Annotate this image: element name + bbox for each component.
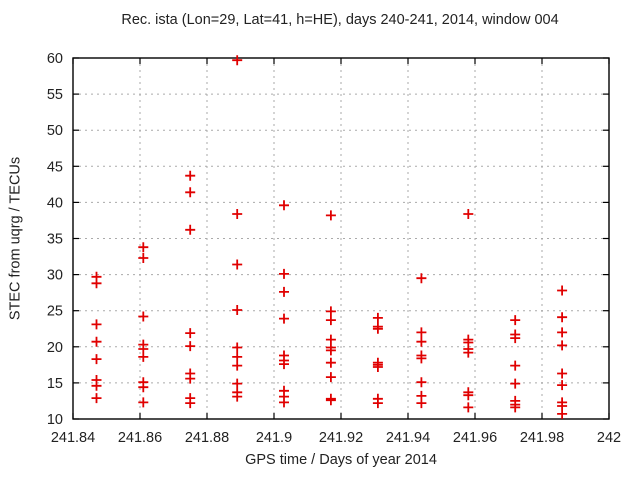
svg-text:10: 10	[47, 412, 63, 428]
svg-text:241.88: 241.88	[185, 430, 229, 446]
plot-frame	[72, 57, 610, 420]
chart-title: Rec. ista (Lon=29, Lat=41, h=HE), days 2…	[121, 12, 559, 28]
svg-text:55: 55	[47, 87, 63, 103]
grid-lines	[73, 58, 609, 419]
svg-text:241.98: 241.98	[520, 430, 564, 446]
svg-text:50: 50	[47, 123, 63, 139]
svg-text:45: 45	[47, 159, 63, 175]
svg-text:20: 20	[47, 340, 63, 356]
svg-text:241.9: 241.9	[256, 430, 292, 446]
x-axis-label: GPS time / Days of year 2014	[245, 452, 437, 468]
svg-text:15: 15	[47, 376, 63, 392]
svg-text:241.92: 241.92	[319, 430, 363, 446]
svg-text:40: 40	[47, 195, 63, 211]
svg-text:241.94: 241.94	[386, 430, 430, 446]
svg-text:25: 25	[47, 304, 63, 320]
svg-text:241.86: 241.86	[118, 430, 162, 446]
svg-text:241.84: 241.84	[51, 430, 95, 446]
svg-text:241.96: 241.96	[453, 430, 497, 446]
svg-text:35: 35	[47, 232, 63, 248]
svg-text:60: 60	[47, 51, 63, 67]
data-points	[91, 55, 568, 419]
svg-text:30: 30	[47, 268, 63, 284]
svg-text:242: 242	[597, 430, 621, 446]
tick-labels: 241.84 241.86 241.88 241.9 241.92 241.94 241.9…	[47, 51, 621, 446]
